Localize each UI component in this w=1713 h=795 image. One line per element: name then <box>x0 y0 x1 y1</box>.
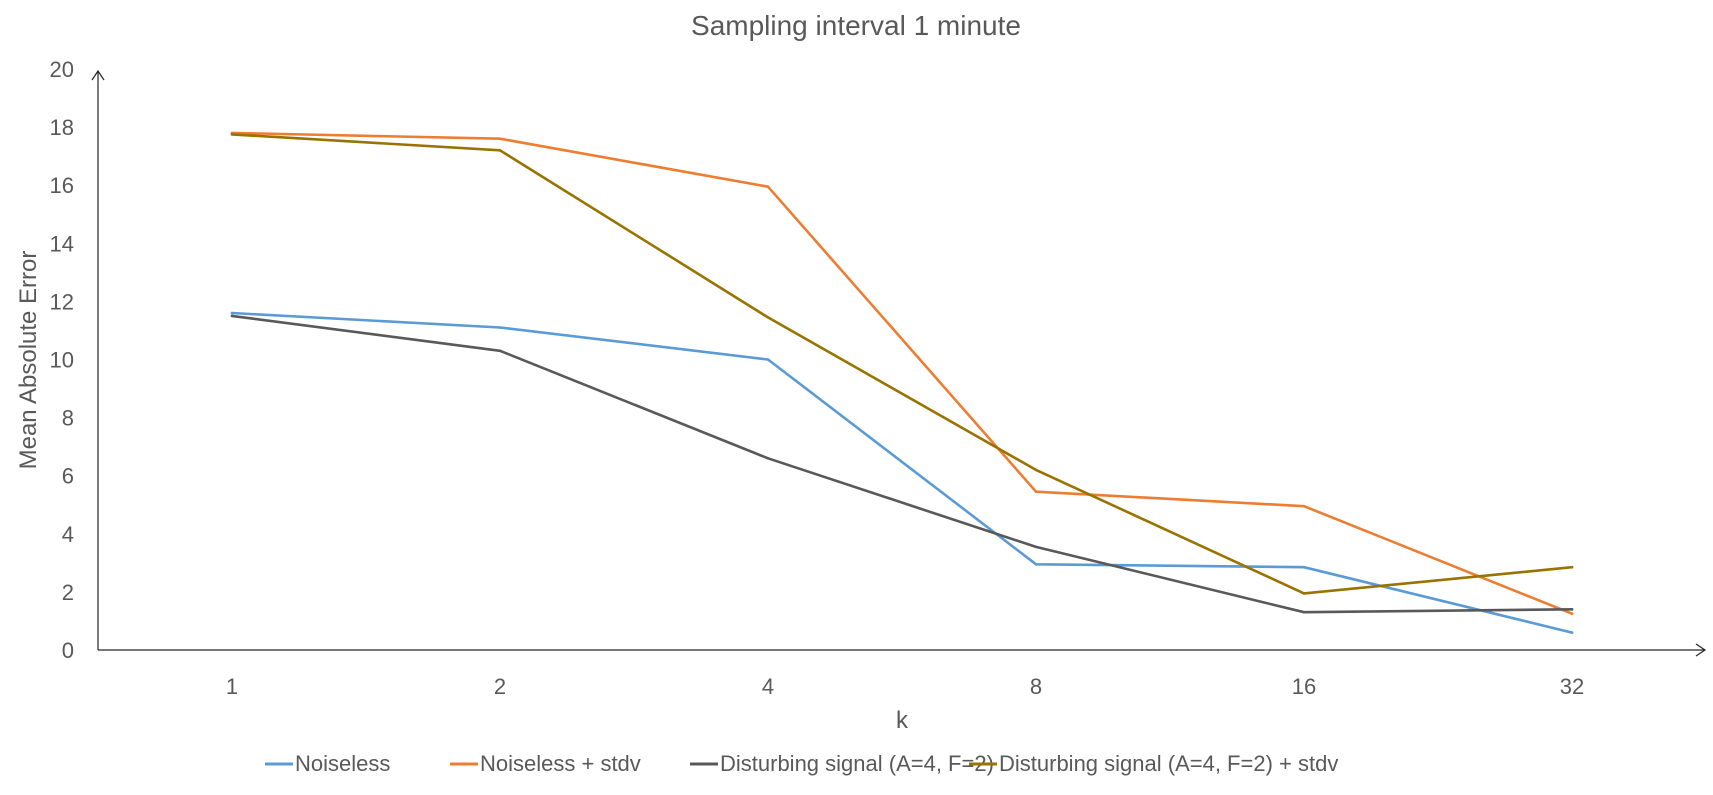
series-line <box>230 131 1574 616</box>
y-tick-label: 8 <box>62 406 74 431</box>
data-point <box>498 326 502 329</box>
legend-item: Noiseless <box>265 751 390 776</box>
data-point <box>498 137 502 141</box>
x-tick-label: 16 <box>1292 674 1316 699</box>
y-tick-label: 4 <box>62 522 74 547</box>
series-line <box>230 133 1574 595</box>
series-1 <box>230 311 1574 634</box>
x-axis-arrow <box>1695 643 1707 657</box>
legend-item: Noiseless + stdv <box>450 751 641 776</box>
chart-title: Sampling interval 1 minute <box>691 10 1021 41</box>
x-tick-label: 32 <box>1560 674 1584 699</box>
x-axis-title: k <box>896 707 909 734</box>
series-2 <box>230 131 1574 616</box>
data-point <box>766 316 770 319</box>
y-tick-label: 10 <box>50 348 74 373</box>
y-tick-label: 12 <box>50 289 74 314</box>
data-point <box>766 358 770 361</box>
y-axis-title: Mean Absolute Error <box>15 251 42 470</box>
legend-label: Disturbing signal (A=4, F=2) + stdv <box>999 751 1338 776</box>
data-point <box>1302 504 1306 508</box>
data-point <box>766 185 770 188</box>
y-tick-label: 2 <box>62 580 74 605</box>
x-axis <box>98 643 1707 657</box>
y-tick-label: 18 <box>50 115 74 140</box>
x-tick-label: 4 <box>762 674 774 699</box>
y-tick-label: 14 <box>50 231 74 256</box>
data-point <box>1034 563 1038 566</box>
series-4 <box>230 133 1574 595</box>
x-tick-label: 8 <box>1030 674 1042 699</box>
y-tick-label: 16 <box>50 173 74 198</box>
data-point <box>1302 565 1306 569</box>
data-point <box>1034 468 1038 472</box>
legend-label: Noiseless <box>295 751 390 776</box>
data-point <box>1570 565 1574 569</box>
data-point <box>230 311 234 315</box>
series-lines <box>230 131 1574 634</box>
series-line <box>230 314 1574 614</box>
data-point <box>1570 631 1574 634</box>
data-point <box>498 349 502 353</box>
data-point <box>1302 592 1306 595</box>
data-point <box>1302 610 1306 614</box>
y-axis-arrow <box>91 69 105 81</box>
series-line <box>230 311 1574 634</box>
data-point <box>230 133 234 136</box>
y-tick-label: 0 <box>62 638 74 663</box>
data-point <box>230 314 234 318</box>
data-point <box>1034 545 1038 549</box>
legend: Noiseless Noiseless + stdv Disturbing sign… <box>265 751 1338 776</box>
y-tick-label: 6 <box>62 464 74 489</box>
data-point <box>766 456 770 460</box>
x-tick-label: 2 <box>494 674 506 699</box>
legend-item: Disturbing signal (A=4, F=2) + stdv <box>969 751 1338 776</box>
x-tick-labels: 1 2 4 8 16 32 <box>226 674 1584 699</box>
y-tick-labels: 0 2 4 6 8 10 12 14 16 18 20 <box>50 57 74 663</box>
x-tick-label: 1 <box>226 674 238 699</box>
legend-label: Disturbing signal (A=4, F=2) <box>720 751 994 776</box>
data-point <box>498 149 502 152</box>
data-point <box>1034 490 1038 493</box>
y-tick-label: 20 <box>50 57 74 82</box>
legend-label: Noiseless + stdv <box>480 751 641 776</box>
data-point <box>1570 612 1574 615</box>
data-point <box>1570 608 1574 611</box>
legend-item: Disturbing signal (A=4, F=2) <box>690 751 994 776</box>
series-3 <box>230 314 1574 614</box>
y-axis <box>91 69 105 650</box>
